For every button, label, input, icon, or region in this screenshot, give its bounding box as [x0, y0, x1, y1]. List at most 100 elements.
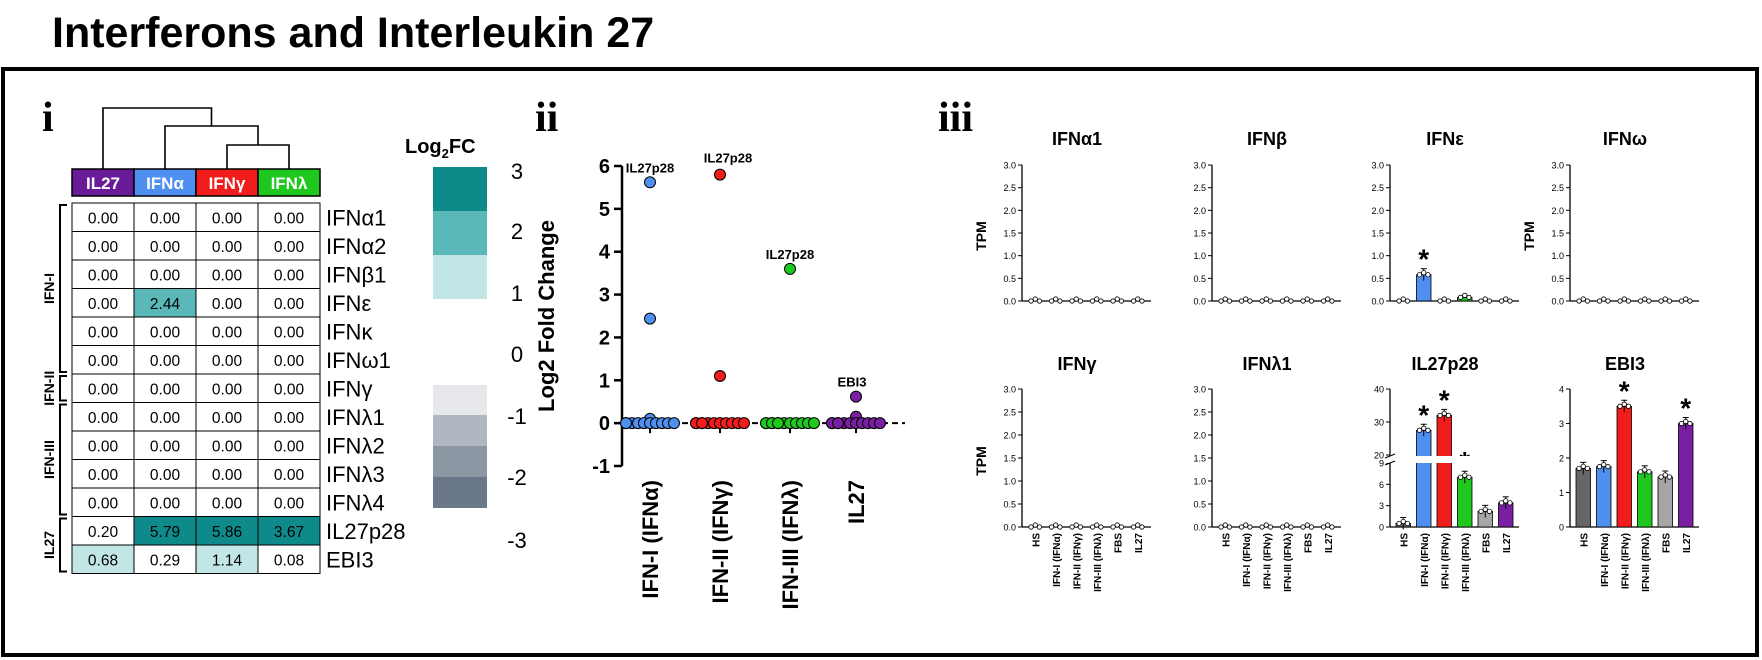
- heatmap-row-label: IFNλ3: [326, 462, 385, 487]
- replicate-point: [1400, 518, 1406, 525]
- replicate-point: [1089, 524, 1096, 530]
- y-tick-label: 2.5: [1003, 408, 1016, 418]
- replicate-point: [1329, 524, 1335, 530]
- replicate-point: [1094, 296, 1100, 302]
- x-tick-label: IL27: [1682, 533, 1693, 553]
- y-tick-label: 0.0: [1003, 523, 1016, 533]
- axis-break-mark: [1384, 453, 1396, 459]
- y-tick-label: 2.0: [1003, 431, 1016, 441]
- replicate-point: [1114, 296, 1120, 302]
- replicate-point: [1658, 298, 1664, 304]
- heatmap-cell-value: 0.00: [150, 410, 181, 427]
- subplot-y-label: TPM: [973, 221, 989, 251]
- heatmap-cell: [195, 202, 259, 232]
- replicate-point: [1098, 298, 1104, 304]
- replicate-point: [1139, 524, 1145, 530]
- y-tick-label: 0: [599, 413, 610, 435]
- heatmap-cell-value: 0.00: [212, 438, 243, 455]
- y-tick-label: 3.0: [1003, 385, 1016, 395]
- heatmap-cell: [257, 231, 321, 261]
- heatmap-cell-value: 0.00: [88, 467, 119, 484]
- legend-swatch: [433, 446, 487, 477]
- heatmap-column-label: IFNγ: [209, 174, 246, 193]
- dendrogram-branch: [102, 107, 213, 169]
- bar-panel: IFNα1 0.0 0.5 1.0 1.5 2.0 2.5 3.0 TPM IFNβ 0.0 0.5 1…: [973, 129, 1699, 592]
- replicate-point: [1666, 298, 1673, 304]
- heatmap-column-header: [71, 168, 135, 197]
- heatmap-cell-value: 0.00: [212, 324, 243, 341]
- replicate-point: [1462, 472, 1468, 478]
- heatmap-cell-value: 0.00: [212, 495, 243, 512]
- legend-swatch: [433, 385, 487, 415]
- replicate-point: [1486, 508, 1493, 514]
- y-tick-label: 2.5: [1003, 183, 1016, 193]
- significance-star: *: [1439, 384, 1450, 415]
- y-tick-label: 6: [599, 156, 610, 178]
- x-tick-label: IFN-II (IFNγ): [708, 480, 733, 603]
- legend-tick-label: 1: [511, 281, 523, 306]
- bar-subplot: EBI3 0 1 2 3 4 HS IFN-I (IFNα) * IFN-II (IFNγ) IFN…: [1559, 354, 1699, 592]
- legend-swatch: [433, 211, 487, 255]
- dendrogram: [102, 107, 290, 169]
- replicate-point: [1662, 472, 1668, 478]
- replicate-point: [1118, 298, 1125, 304]
- replicate-point: [1503, 296, 1509, 302]
- heatmap-cell: [195, 345, 259, 375]
- scatter-point: [832, 417, 844, 430]
- replicate-point: [1478, 298, 1484, 304]
- replicate-point: [1069, 524, 1075, 530]
- y-tick-label: 2.0: [1193, 431, 1206, 441]
- heatmap-row-label: IFNλ4: [326, 490, 385, 515]
- replicate-point: [1300, 524, 1306, 530]
- heatmap-cell-value: 0.68: [88, 552, 118, 569]
- heatmap-cell: [195, 373, 259, 403]
- subplot-y-label: TPM: [1521, 221, 1537, 251]
- replicate-point: [1498, 500, 1505, 506]
- replicate-point: [1678, 420, 1685, 427]
- heatmap-cell: [257, 544, 321, 574]
- y-tick-label: 0.0: [1193, 297, 1206, 307]
- row-group-bracket: [59, 517, 67, 573]
- heatmap-cell-value: 0.00: [88, 410, 119, 427]
- replicate-point: [1580, 463, 1586, 469]
- bar: [1678, 423, 1694, 528]
- bar: [1616, 405, 1632, 528]
- replicate-point: [1073, 296, 1079, 302]
- replicate-point: [1247, 298, 1253, 304]
- y-tick-label: 1.5: [1551, 229, 1564, 239]
- replicate-point: [1637, 469, 1644, 475]
- heatmap-cell-value: 0.00: [274, 467, 305, 484]
- legend-tick-label: -2: [507, 465, 527, 490]
- y-tick-label: 0.5: [1371, 274, 1384, 284]
- heatmap-row-label: IFNλ1: [326, 405, 385, 430]
- replicate-point: [1596, 298, 1603, 304]
- replicate-point: [1238, 524, 1245, 530]
- legend-tick-label: 3: [511, 159, 523, 184]
- significance-star: *: [1619, 375, 1630, 406]
- heatmap-cell-value: 0.00: [150, 438, 181, 455]
- y-axis-label: Log2 Fold Change: [534, 220, 559, 412]
- heatmap-cell-value: 0.00: [88, 296, 119, 313]
- scatter-point: [714, 370, 726, 382]
- scatter-point: [738, 417, 750, 430]
- replicate-point: [1437, 412, 1443, 418]
- replicate-point: [1621, 401, 1627, 407]
- heatmap-cell-value: 0.00: [212, 296, 243, 313]
- replicate-point: [1507, 298, 1513, 304]
- y-tick-label: 20: [1374, 451, 1384, 461]
- replicate-point: [1425, 272, 1431, 278]
- heatmap-cell: [133, 259, 197, 289]
- replicate-point: [1457, 294, 1464, 300]
- heatmap-cell: [257, 459, 321, 489]
- replicate-point: [1441, 410, 1447, 416]
- heatmap-cell-value: 0.20: [88, 524, 119, 541]
- scatter-annotation: IL27p28: [766, 247, 814, 262]
- heatmap-cell-value: 0.00: [274, 296, 305, 313]
- x-tick-label: HS: [1399, 533, 1410, 547]
- y-tick-label: -1: [592, 456, 610, 478]
- heatmap-cell-value: 0.00: [88, 353, 119, 370]
- subplot-title: IL27p28: [1411, 354, 1478, 374]
- subplot-title: IFNβ: [1247, 129, 1287, 149]
- replicate-point: [1263, 522, 1269, 528]
- bar-subplot: IFNγ 0.0 0.5 1.0 1.5 2.0 2.5 3.0 TPM HS IFN-I (IFN…: [973, 354, 1151, 592]
